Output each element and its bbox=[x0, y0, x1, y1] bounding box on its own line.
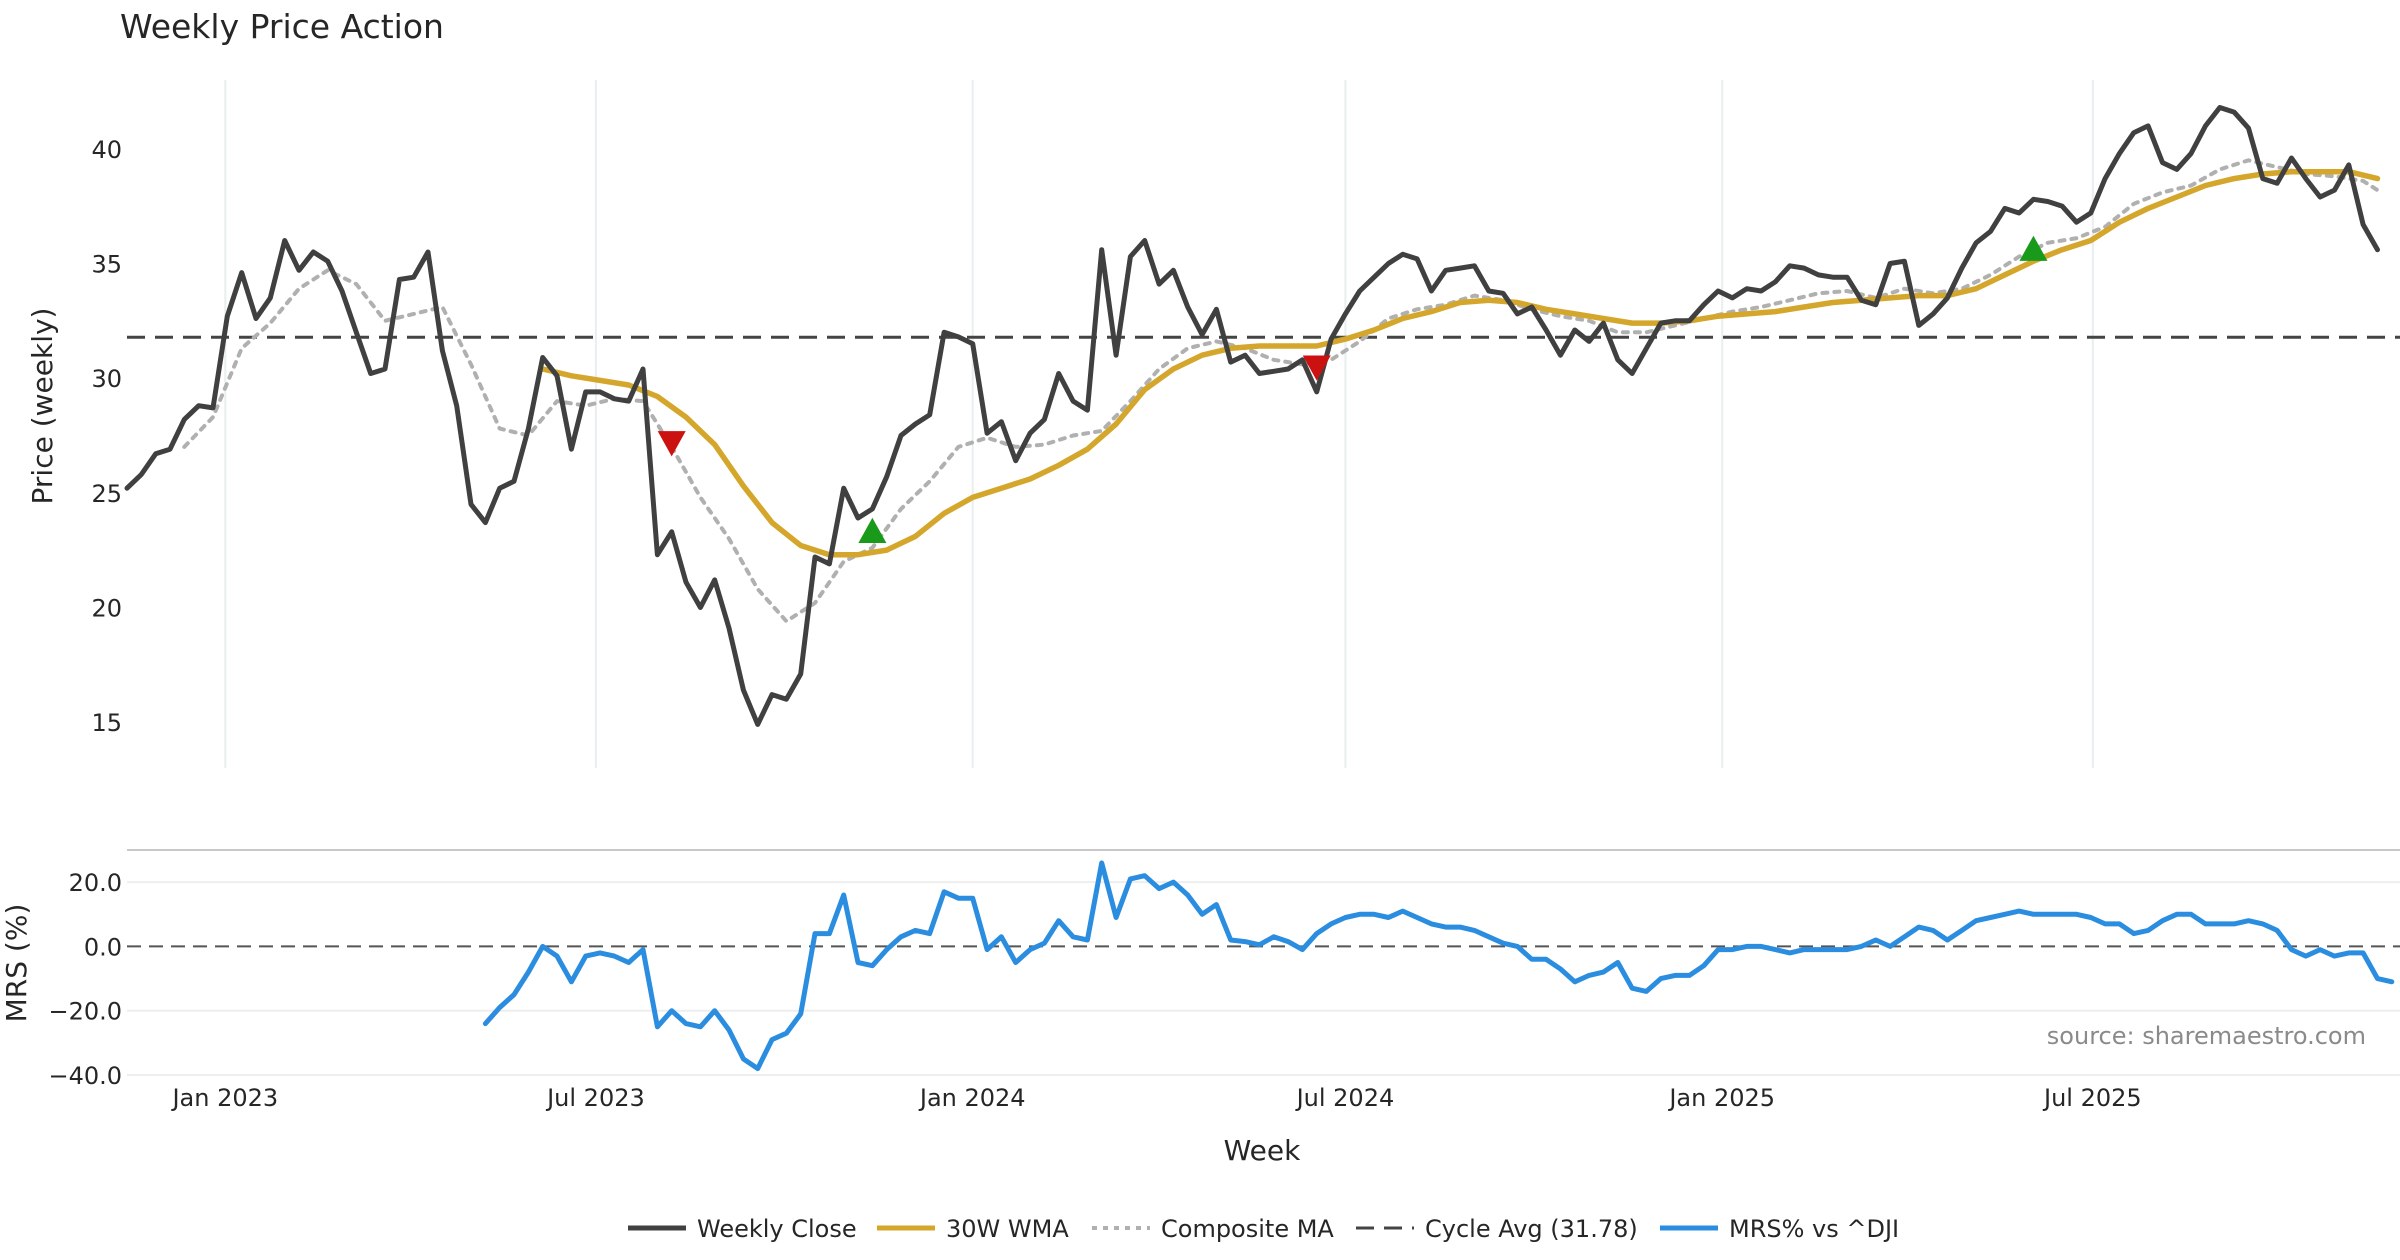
legend-entry: Weekly Close bbox=[628, 1215, 857, 1243]
weekly-close-line bbox=[124, 105, 2380, 727]
30w-wma-line bbox=[539, 168, 2381, 558]
sell-signal-marker bbox=[1302, 355, 1331, 381]
price-series bbox=[124, 105, 2381, 727]
price-y-ticks: 15 20 25 30 35 40 bbox=[91, 136, 122, 737]
mrs-y-tick-label: 0.0 bbox=[84, 933, 122, 961]
x-tick-label: Jan 2023 bbox=[170, 1084, 278, 1112]
legend: Weekly Close 30W WMA Composite MA Cycle Avg… bbox=[628, 1215, 1899, 1243]
price-y-axis-label: Price (weekly) bbox=[26, 308, 59, 505]
legend-entry: MRS% vs ^DJI bbox=[1660, 1215, 1899, 1243]
price-y-tick-label: 30 bbox=[91, 365, 122, 393]
mrs-y-ticks: 20.0 0.0 −20.0 −40.0 bbox=[48, 869, 122, 1090]
x-axis-label: Week bbox=[1224, 1134, 1301, 1167]
mrs-gridlines bbox=[127, 881, 2400, 1076]
buy-signal-marker bbox=[858, 517, 887, 543]
x-tick-label: Jan 2024 bbox=[918, 1084, 1026, 1112]
mrs-y-axis-label: MRS (%) bbox=[0, 904, 33, 1023]
legend-entry: Composite MA bbox=[1092, 1215, 1334, 1243]
price-y-tick-label: 25 bbox=[91, 480, 122, 508]
legend-label: Cycle Avg (31.78) bbox=[1425, 1215, 1638, 1243]
price-panel: 15 20 25 30 35 40 Price (weekly) bbox=[26, 80, 2400, 768]
price-gridlines bbox=[224, 80, 2094, 768]
legend-label: MRS% vs ^DJI bbox=[1729, 1215, 1899, 1243]
mrs-y-tick-label: 20.0 bbox=[69, 869, 122, 897]
mrs-series bbox=[482, 860, 2395, 1072]
x-tick-label: Jul 2023 bbox=[545, 1084, 645, 1112]
legend-entry: Cycle Avg (31.78) bbox=[1356, 1215, 1638, 1243]
sell-signal-marker bbox=[657, 431, 686, 457]
source-annotation: source: sharemaestro.com bbox=[2047, 1022, 2366, 1050]
buy-signal-marker bbox=[2019, 235, 2048, 261]
legend-entry: 30W WMA bbox=[877, 1215, 1069, 1243]
legend-label: 30W WMA bbox=[946, 1215, 1069, 1243]
mrs-y-tick-label: −40.0 bbox=[48, 1062, 122, 1090]
x-axis-ticks: Jan 2023 Jul 2023 Jan 2024 Jul 2024 Jan 2025… bbox=[170, 1084, 2141, 1112]
legend-label: Composite MA bbox=[1161, 1215, 1334, 1243]
price-y-tick-label: 20 bbox=[91, 594, 122, 622]
price-y-tick-label: 40 bbox=[91, 136, 122, 164]
price-y-tick-label: 15 bbox=[91, 709, 122, 737]
mrs-panel: 20.0 0.0 −20.0 −40.0 MRS (%) source: sharem… bbox=[0, 849, 2400, 1090]
legend-label: Weekly Close bbox=[697, 1215, 857, 1243]
signal-markers bbox=[657, 235, 2048, 543]
x-tick-label: Jan 2025 bbox=[1667, 1084, 1775, 1112]
mrs-y-tick-label: −20.0 bbox=[48, 998, 122, 1026]
composite-ma-line bbox=[182, 158, 2380, 624]
price-y-tick-label: 35 bbox=[91, 250, 122, 278]
mrs-line bbox=[482, 860, 2395, 1072]
x-tick-label: Jul 2024 bbox=[1295, 1084, 1395, 1112]
x-tick-label: Jul 2025 bbox=[2042, 1084, 2142, 1112]
chart-title: Weekly Price Action bbox=[120, 7, 444, 46]
